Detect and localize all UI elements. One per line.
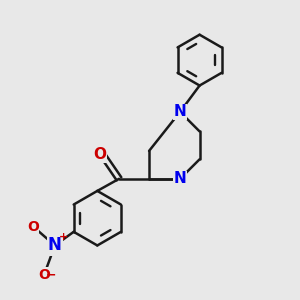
Text: +: + — [59, 232, 68, 242]
Text: −: − — [46, 268, 57, 281]
Text: O: O — [39, 268, 51, 282]
Text: N: N — [174, 171, 186, 186]
Text: O: O — [27, 220, 39, 234]
Text: N: N — [174, 104, 186, 119]
Text: O: O — [93, 147, 106, 162]
Text: N: N — [48, 236, 62, 254]
